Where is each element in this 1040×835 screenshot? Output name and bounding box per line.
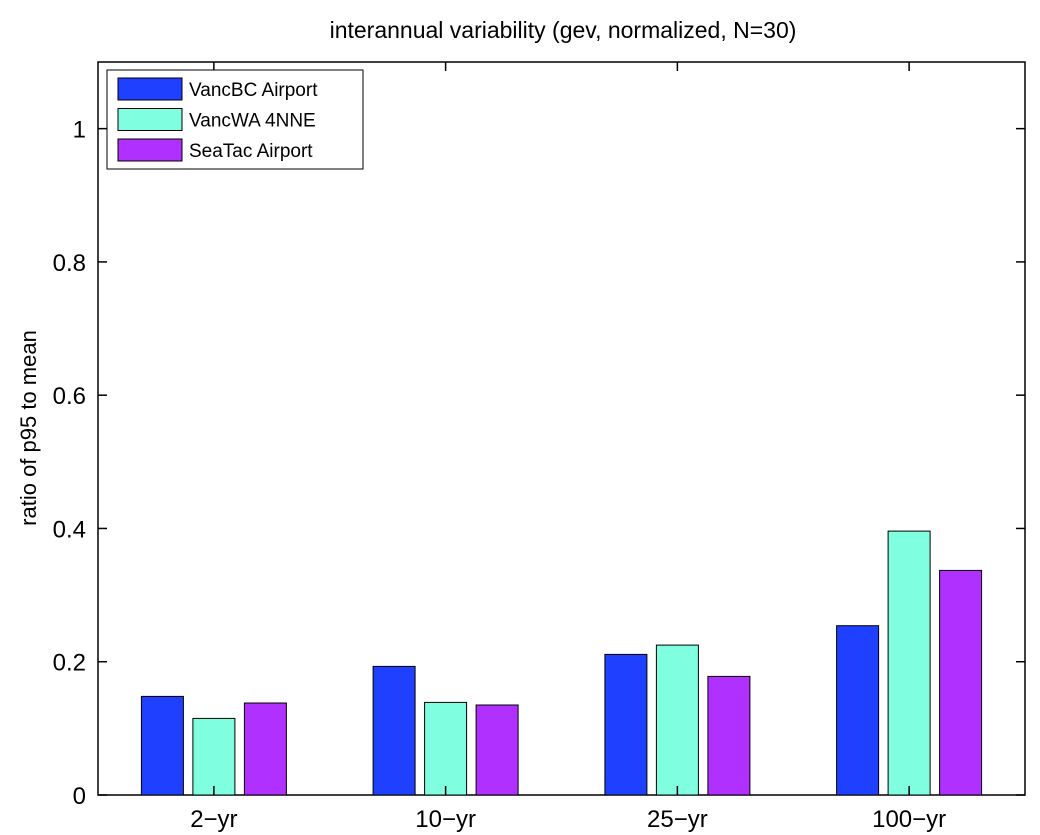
bar-seatac-airport-0 [243,702,287,796]
y-tick-label: 0 [73,783,86,810]
y-tick-label: 0.8 [53,250,86,277]
bar-seatac-airport-3 [939,569,983,796]
x-tick-label: 100−yr [872,806,946,833]
bar-vancwa-4nne-2 [655,644,699,796]
x-tick-label: 25−yr [647,806,708,833]
legend-label-1: VancWA 4NNE [189,111,316,132]
bar-vancbc-airport-1 [372,665,416,796]
bar-seatac-airport-2 [707,675,751,796]
legend-label-0: VancBC Airport [189,80,318,101]
x-tick-label: 2−yr [190,806,237,833]
legend-swatch-0 [117,77,183,101]
y-tick-label: 0.4 [53,516,86,543]
legend-label-2: SeaTac Airport [189,141,313,162]
x-tick-label: 10−yr [415,806,476,833]
y-tick-label: 0.2 [53,650,86,677]
y-axis-label: ratio of p95 to mean [16,330,41,526]
plot-area [97,61,1026,796]
bar-vancbc-airport-0 [140,695,184,796]
legend-swatch-1 [117,108,183,131]
legend: VancBC Airport VancWA 4NNE SeaTac Airport [106,69,364,170]
bar-vancwa-4nne-1 [424,701,468,796]
bar-vancwa-4nne-0 [192,717,236,796]
bar-vancwa-4nne-3 [887,530,931,796]
chart-title: interannual variability (gev, normalized… [330,17,797,43]
y-tick-label: 1 [73,117,86,144]
bar-vancbc-airport-3 [836,625,880,796]
bar-vancbc-airport-2 [604,653,648,796]
bar-seatac-airport-1 [475,704,519,796]
bars-group [140,530,983,796]
y-tick-label: 0.6 [53,383,86,410]
legend-swatch-2 [117,138,183,162]
axis-ticks-group: 0 0.2 0.4 0.6 0.8 1 2−yr 10−yr 25−yr 100−yr [53,62,1025,833]
